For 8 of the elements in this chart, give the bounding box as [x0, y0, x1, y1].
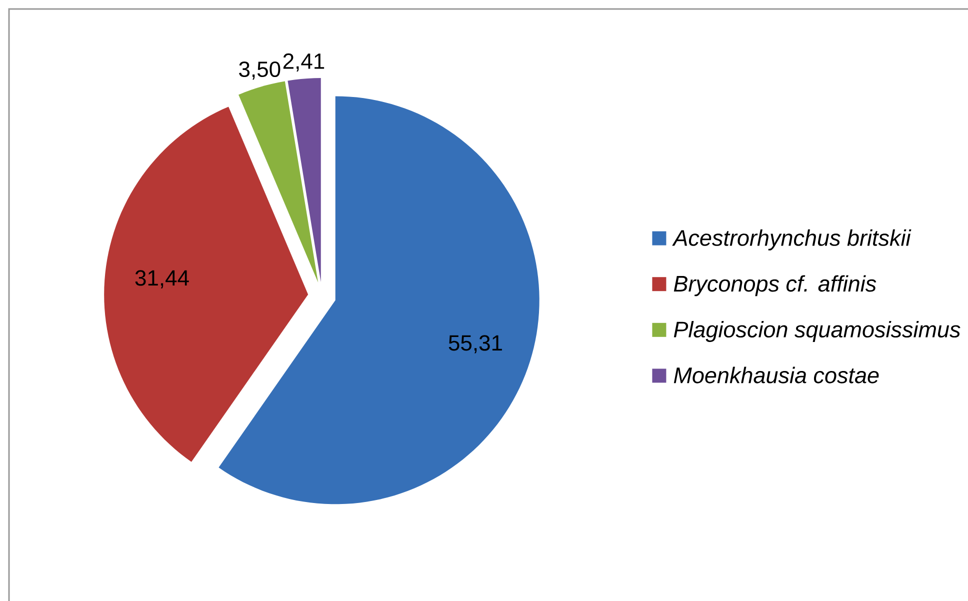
data-label: 3,50 — [239, 61, 280, 80]
legend-label: Acestrorhynchus britskii — [672, 229, 912, 250]
data-label: 55,31 — [448, 335, 502, 354]
legend-label: Moenkhausia costae — [674, 366, 879, 384]
legend-label: Plagioscion squamosissimus — [674, 320, 960, 342]
legend-label: Bryconops cf. affinis — [674, 275, 876, 296]
data-label: 2,41 — [283, 53, 324, 72]
data-label: 31,44 — [135, 270, 189, 288]
